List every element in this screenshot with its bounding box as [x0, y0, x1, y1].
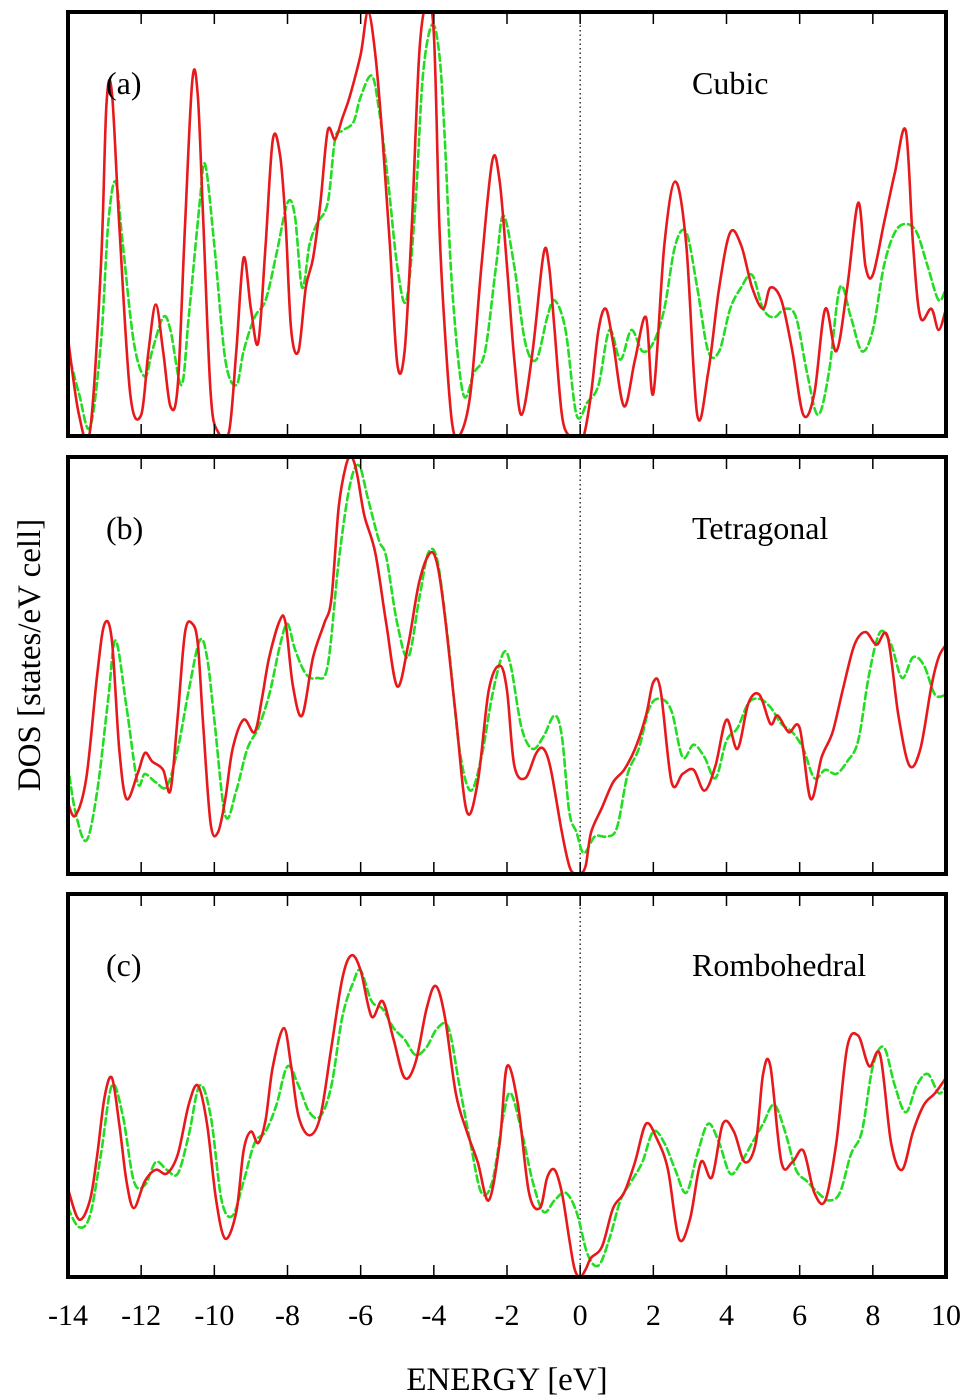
- panel-cubic: (a) Cubic: [66, 10, 948, 438]
- panel-frame: [66, 892, 948, 1279]
- x-tick-label: -10: [194, 1299, 234, 1332]
- dos-curve-dashed: [68, 968, 946, 1268]
- panel-title: Cubic: [692, 65, 768, 101]
- x-tick-label: 2: [646, 1299, 661, 1332]
- y-axis-title: DOS [states/eV cell]: [12, 519, 48, 792]
- x-tick-label: 8: [865, 1299, 880, 1332]
- x-tick-label: -14: [48, 1299, 88, 1332]
- curves: [68, 457, 946, 874]
- curves: [68, 953, 946, 1277]
- panel-tag: (a): [106, 65, 142, 101]
- x-tick-label: 4: [719, 1299, 734, 1332]
- x-tick-label: -8: [275, 1299, 300, 1332]
- panel-tetragonal: (b) Tetragonal: [66, 455, 948, 876]
- x-tick-labels: -14 -12 -10 -8 -6 -4 -2 0 2 4 6 8 10: [48, 1299, 961, 1332]
- panel-rombohedral: (c) Rombohedral: [66, 892, 948, 1279]
- dos-curve-solid: [68, 953, 946, 1277]
- dos-curve-dashed: [68, 22, 946, 431]
- dos-curve-solid: [68, 457, 946, 874]
- panel-title: Tetragonal: [692, 510, 828, 546]
- x-tick-label: 0: [573, 1299, 588, 1332]
- panel-title: Rombohedral: [692, 947, 866, 983]
- panel-tag: (b): [106, 510, 143, 546]
- dos-curve-dashed: [68, 463, 946, 855]
- x-axis-title: ENERGY [eV]: [406, 1362, 607, 1398]
- x-tick-label: 6: [792, 1299, 807, 1332]
- x-tick-label: -2: [495, 1299, 520, 1332]
- x-tick-label: 10: [931, 1299, 961, 1332]
- curves: [68, 12, 946, 436]
- panel-tag: (c): [106, 947, 142, 983]
- panels-layer: (a) Cubic (b) Tetragonal (c) Rombohedral: [66, 10, 948, 1279]
- x-tick-label: -12: [121, 1299, 161, 1332]
- x-tick-label: -6: [348, 1299, 373, 1332]
- panel-frame: [66, 455, 948, 876]
- panel-frame: [66, 10, 948, 438]
- dos-curve-solid: [68, 12, 946, 436]
- x-tick-label: -4: [421, 1299, 446, 1332]
